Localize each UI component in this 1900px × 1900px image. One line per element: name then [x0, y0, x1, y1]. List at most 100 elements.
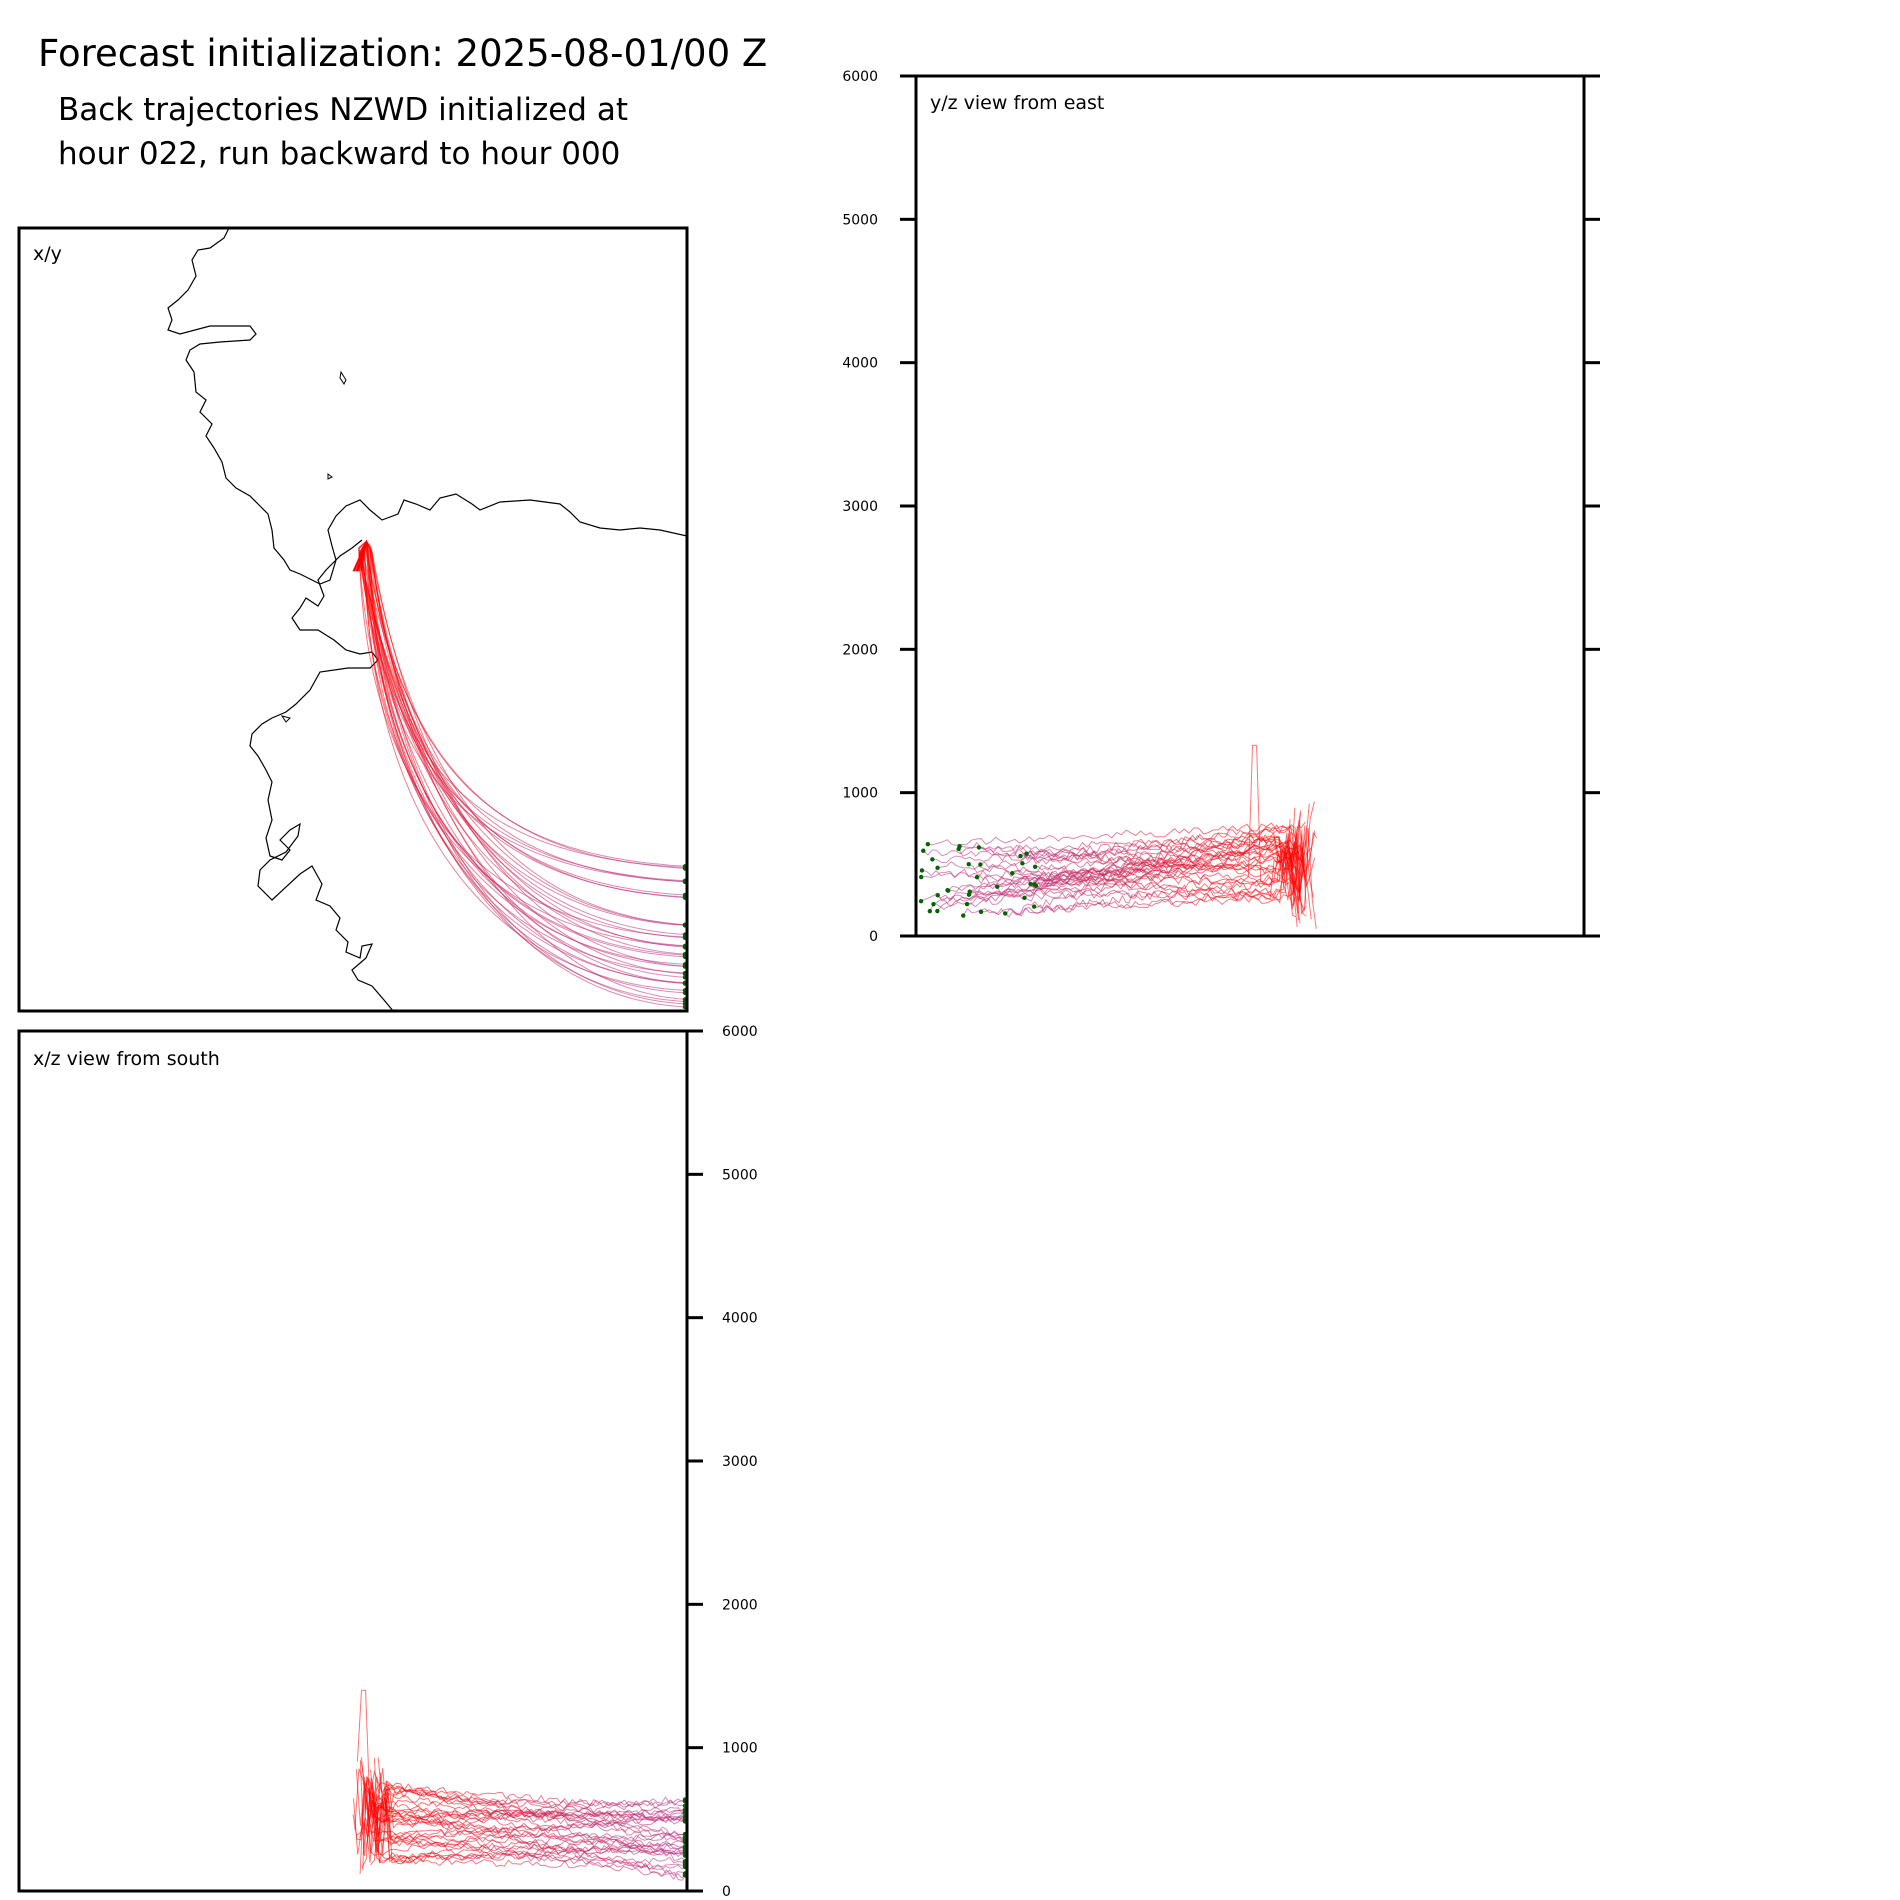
- xy-panel: x/y: [17, 226, 689, 1013]
- trajectory-line: [570, 874, 634, 893]
- trajectory-endpoint-marker: [978, 909, 984, 915]
- trajectory-line: [1062, 848, 1097, 859]
- trajectory-endpoint-marker: [966, 861, 971, 867]
- trajectory-line: [414, 769, 451, 834]
- y-tick-label: 4000: [842, 356, 878, 372]
- trajectory-line: [1013, 906, 1047, 917]
- trajectory-line: [1082, 831, 1122, 839]
- trajectory-endpoint-marker: [1010, 871, 1015, 876]
- trajectory-line: [653, 1863, 687, 1870]
- trajectory-line: [389, 688, 421, 750]
- trajectory-line: [636, 927, 687, 936]
- trajectory-line: [624, 973, 687, 984]
- trajectory-line: [623, 1815, 656, 1824]
- trajectory-line: [556, 1855, 590, 1861]
- trajectory-line: [653, 1829, 687, 1840]
- trajectory-endpoint-marker: [961, 913, 966, 918]
- trajectory-line: [367, 611, 381, 697]
- trajectory-line: [461, 792, 510, 827]
- trajectory-line: [435, 1786, 468, 1796]
- trajectory-line: [389, 1815, 423, 1822]
- trajectory-line: [1052, 892, 1081, 901]
- trajectory-line: [997, 877, 1037, 883]
- trajectory-line: [1081, 851, 1120, 860]
- trajectory-line: [619, 1865, 653, 1876]
- trajectory-line: [1043, 834, 1083, 842]
- trajectory-line: [454, 1812, 489, 1820]
- trajectory-line: [1190, 844, 1218, 854]
- trajectory-line: [1147, 840, 1186, 848]
- trajectory-line: [467, 1826, 499, 1834]
- trajectory-line: [527, 1819, 560, 1828]
- trajectory-endpoint-marker: [935, 893, 940, 898]
- trajectory-line: [508, 825, 566, 850]
- trajectory-endpoint-marker: [1028, 881, 1033, 887]
- trajectory-line: [383, 696, 409, 773]
- trajectory-line: [1110, 900, 1144, 909]
- trajectory-line: [1193, 848, 1232, 857]
- trajectory-line: [1076, 879, 1116, 886]
- trajectory-line: [445, 785, 486, 850]
- trajectory-line: [1045, 903, 1079, 914]
- trajectory-line: [556, 1834, 589, 1841]
- y-tick-label: 0: [869, 929, 878, 945]
- trajectory-line: [555, 1811, 589, 1822]
- trajectory-line: [633, 876, 687, 883]
- trajectory-endpoint-marker: [1018, 853, 1023, 859]
- trajectory-line: [401, 1787, 434, 1793]
- trajectory-line: [633, 891, 687, 899]
- trajectory-line: [591, 1833, 623, 1843]
- trajectory-line: [588, 1820, 622, 1826]
- trajectory-line: [983, 879, 1021, 890]
- trajectory-line: [496, 1809, 529, 1821]
- trajectory-line: [1138, 892, 1165, 901]
- trajectory-line: [525, 884, 579, 920]
- trajectory-line: [398, 1807, 432, 1816]
- trajectory-line: [1082, 868, 1120, 877]
- trajectory-line: [1278, 801, 1315, 901]
- trajectory-line: [1222, 834, 1261, 845]
- trajectory-line: [426, 1791, 460, 1800]
- trajectory-line: [578, 924, 639, 948]
- trajectory-line: [969, 853, 1008, 862]
- yz-axes-frame: [914, 74, 1586, 938]
- trajectory-line: [405, 708, 437, 787]
- trajectory-line: [1216, 882, 1244, 890]
- trajectory-line: [525, 889, 579, 926]
- trajectory-line: [587, 1855, 621, 1863]
- trajectory-line: [631, 994, 687, 1005]
- trajectory-line: [555, 924, 627, 950]
- trajectory-line: [406, 1838, 438, 1845]
- y-tick-label: 1000: [842, 786, 878, 802]
- trajectory-line: [438, 752, 479, 798]
- xy-panel-label: x/y: [33, 243, 62, 265]
- trajectory-line: [469, 808, 516, 849]
- trajectory-line: [426, 1821, 460, 1830]
- trajectory-line: [621, 1814, 655, 1822]
- trajectory-line: [1060, 861, 1088, 870]
- trajectory-line: [654, 1806, 687, 1814]
- trajectory-line: [398, 703, 429, 775]
- trajectory-line: [366, 1780, 399, 1854]
- trajectory-line: [632, 968, 687, 978]
- y-tick-label: 1000: [722, 1741, 758, 1757]
- trajectory-line: [432, 771, 472, 831]
- xz-trajectories: [352, 1689, 687, 1881]
- trajectory-line: [589, 1840, 623, 1849]
- trajectory-line: [567, 943, 633, 970]
- trajectory-line: [1131, 844, 1160, 855]
- figure-subtitle-line-2: hour 022, run backward to hour 000: [58, 136, 620, 172]
- trajectory-line: [631, 862, 687, 868]
- yz-trajectories: [920, 744, 1318, 929]
- trajectory-line: [622, 1828, 655, 1838]
- trajectory-line: [1010, 848, 1043, 859]
- trajectory-line: [523, 1831, 557, 1839]
- trajectory-line: [1112, 894, 1139, 904]
- y-tick-label: 3000: [842, 499, 878, 515]
- trajectory-line: [399, 1789, 433, 1798]
- trajectory-line: [1162, 890, 1191, 898]
- trajectory-endpoint-marker: [930, 857, 935, 862]
- trajectory-endpoint-marker: [925, 841, 931, 847]
- trajectory-line: [553, 1832, 587, 1840]
- trajectory-line: [403, 1794, 436, 1805]
